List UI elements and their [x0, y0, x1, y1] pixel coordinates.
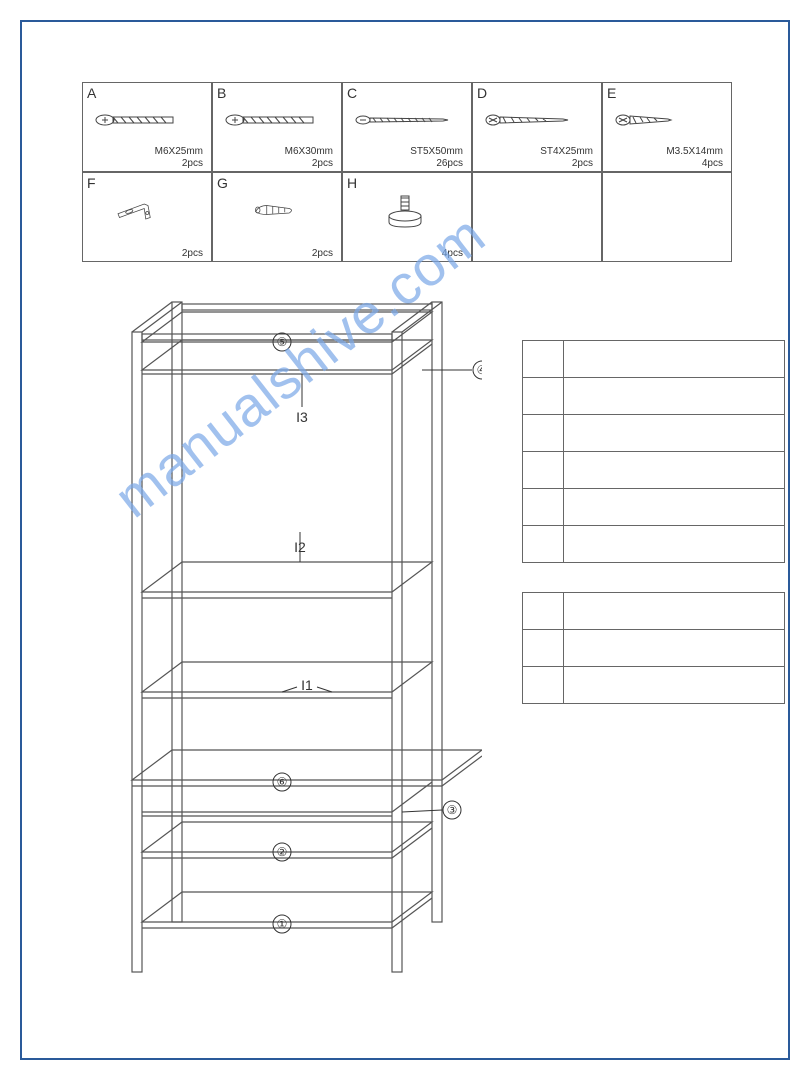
part-label: M6X25mm — [155, 146, 203, 157]
part-qty: 2pcs — [572, 158, 593, 169]
part-qty: 26pcs — [436, 158, 463, 169]
part-qty: 2pcs — [182, 158, 203, 169]
part-cell-A: A M6X25mm 2pcs — [82, 82, 212, 172]
label-6: ⑥ — [277, 775, 288, 789]
label-5: ⑤ — [277, 335, 288, 349]
part-cell-B: B M6X30mm 2pcs — [212, 82, 342, 172]
label-3: ③ — [447, 803, 458, 817]
part-qty: 2pcs — [312, 158, 333, 169]
part-letter: G — [217, 175, 228, 191]
bracket-icon — [93, 195, 203, 225]
part-letter: C — [347, 85, 357, 101]
parts-table-2 — [522, 592, 785, 704]
label-1: ① — [277, 917, 288, 931]
part-letter: E — [607, 85, 616, 101]
part-label: M3.5X14mm — [666, 146, 723, 157]
label-i2: I2 — [294, 539, 306, 555]
bolt-icon — [93, 105, 203, 135]
part-letter: D — [477, 85, 487, 101]
part-cell-empty — [472, 172, 602, 262]
part-label: ST4X25mm — [540, 146, 593, 157]
page-frame: A M6X25mm 2pcs B M6X30mm 2pcs — [20, 20, 790, 1060]
part-qty: 2pcs — [182, 248, 203, 259]
part-label: M6X30mm — [285, 146, 333, 157]
label-i3: I3 — [296, 409, 308, 425]
part-letter: F — [87, 175, 96, 191]
part-cell-C: C ST5X50mm 26pcs — [342, 82, 472, 172]
screw-long-icon — [353, 105, 463, 135]
part-label: ST5X50mm — [410, 146, 463, 157]
screw-short-icon — [613, 105, 723, 135]
part-cell-E: E M3.5X14mm 4pcs — [602, 82, 732, 172]
parts-table-1 — [522, 340, 785, 563]
part-letter: B — [217, 85, 226, 101]
label-4: ④ — [477, 363, 482, 377]
screw-flat-icon — [483, 105, 593, 135]
part-cell-H: H 4pcs — [342, 172, 472, 262]
part-cell-D: D ST4X25mm 2pcs — [472, 82, 602, 172]
part-letter: A — [87, 85, 96, 101]
part-qty: 4pcs — [702, 158, 723, 169]
bolt-icon — [223, 105, 333, 135]
label-2: ② — [277, 845, 288, 859]
label-i1: I1 — [301, 677, 313, 693]
part-cell-G: G 2pcs — [212, 172, 342, 262]
parts-grid: A M6X25mm 2pcs B M6X30mm 2pcs — [82, 82, 732, 262]
part-qty: 4pcs — [442, 248, 463, 259]
part-qty: 2pcs — [312, 248, 333, 259]
part-cell-F: F 2pcs — [82, 172, 212, 262]
shelving-diagram: ⑤ ⑥ ② ① ④ ③ I3 I2 I1 — [102, 292, 482, 992]
anchor-icon — [223, 195, 333, 225]
part-cell-empty — [602, 172, 732, 262]
foot-icon — [353, 188, 463, 238]
